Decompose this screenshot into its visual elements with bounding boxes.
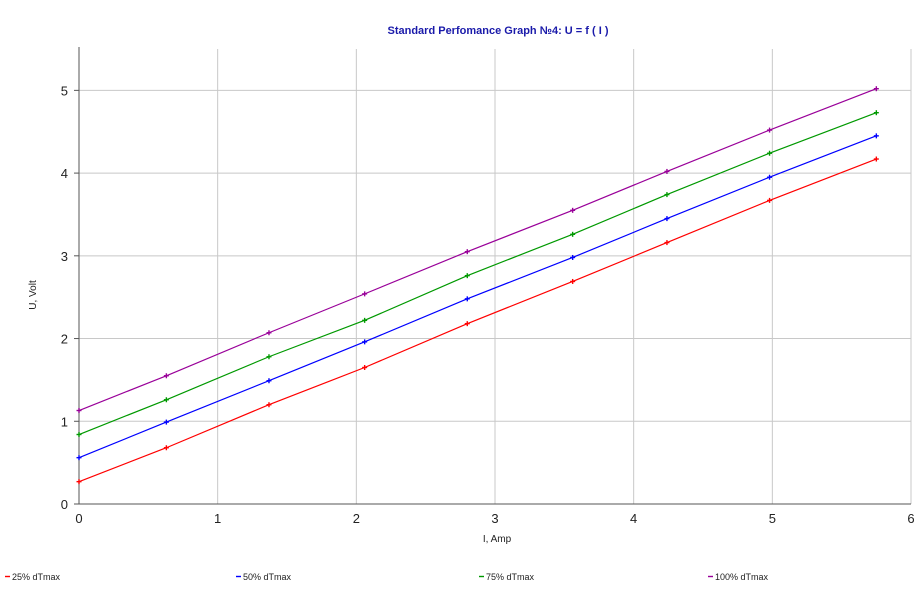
series-2-point	[76, 455, 82, 461]
y-tick-label: 0	[61, 497, 68, 512]
legend-item: 50% dTmax	[236, 572, 292, 582]
series-1-point	[76, 479, 82, 485]
series-4-point	[266, 330, 272, 336]
series-2-point	[570, 254, 576, 260]
series-3-point	[570, 231, 576, 237]
x-tick-label: 3	[491, 511, 498, 526]
x-tick-label: 1	[214, 511, 221, 526]
legend-label: 100% dTmax	[715, 572, 769, 582]
x-axis-label: I, Amp	[483, 534, 512, 545]
series-4-point	[163, 373, 169, 379]
x-tick-label: 0	[75, 511, 82, 526]
x-tick-label: 2	[353, 511, 360, 526]
legend-label: 75% dTmax	[486, 572, 535, 582]
y-tick-label: 4	[61, 166, 68, 181]
x-tick-label: 4	[630, 511, 637, 526]
series-2-point	[362, 339, 368, 345]
series-1-point	[362, 365, 368, 370]
legend: 25% dTmax 50% dTmax 75% dTmax 100% dTmax	[5, 572, 769, 582]
series-2-point	[163, 419, 169, 425]
series-2-point	[767, 174, 773, 180]
series-2-point	[266, 378, 272, 384]
series-3-point	[873, 110, 879, 116]
series-2-point	[873, 133, 879, 139]
y-axis-label: U, Volt	[28, 280, 39, 310]
series-3-point	[163, 397, 169, 403]
series-3-point	[664, 192, 670, 198]
series-2-point	[464, 296, 470, 302]
series-3-point	[767, 150, 773, 156]
series-4-point	[873, 86, 879, 92]
series-4-point	[767, 127, 773, 133]
y-tick-label: 1	[61, 414, 68, 429]
series-1-point	[163, 445, 169, 451]
series-2-point	[664, 216, 670, 222]
series-1-point	[873, 156, 879, 162]
series-1-point	[664, 240, 670, 246]
y-tick-label: 2	[61, 332, 68, 347]
legend-label: 50% dTmax	[243, 572, 292, 582]
series-1-point	[767, 197, 773, 203]
legend-label: 25% dTmax	[12, 572, 61, 582]
series-4-point	[362, 291, 368, 297]
y-tick-label: 3	[61, 249, 68, 264]
series-4-point	[76, 408, 82, 414]
chart-title: Standard Perfomance Graph №4: U = f ( I …	[388, 25, 609, 37]
series-1-point	[570, 278, 576, 284]
legend-item: 100% dTmax	[708, 572, 769, 582]
series-1-point	[464, 321, 470, 327]
x-tick-label: 6	[907, 511, 914, 526]
series-3-point	[76, 432, 82, 438]
y-tick-label: 5	[61, 83, 68, 98]
series-3-point	[464, 273, 470, 279]
series-1-point	[266, 402, 272, 408]
series-4-point	[664, 168, 670, 174]
series-4-point	[464, 249, 470, 255]
x-tick-label: 5	[769, 511, 776, 526]
series-3-point	[362, 317, 368, 323]
legend-item: 75% dTmax	[479, 572, 535, 582]
series-4-point	[570, 207, 576, 213]
series-3-point	[266, 354, 272, 360]
legend-item: 25% dTmax	[5, 572, 61, 582]
